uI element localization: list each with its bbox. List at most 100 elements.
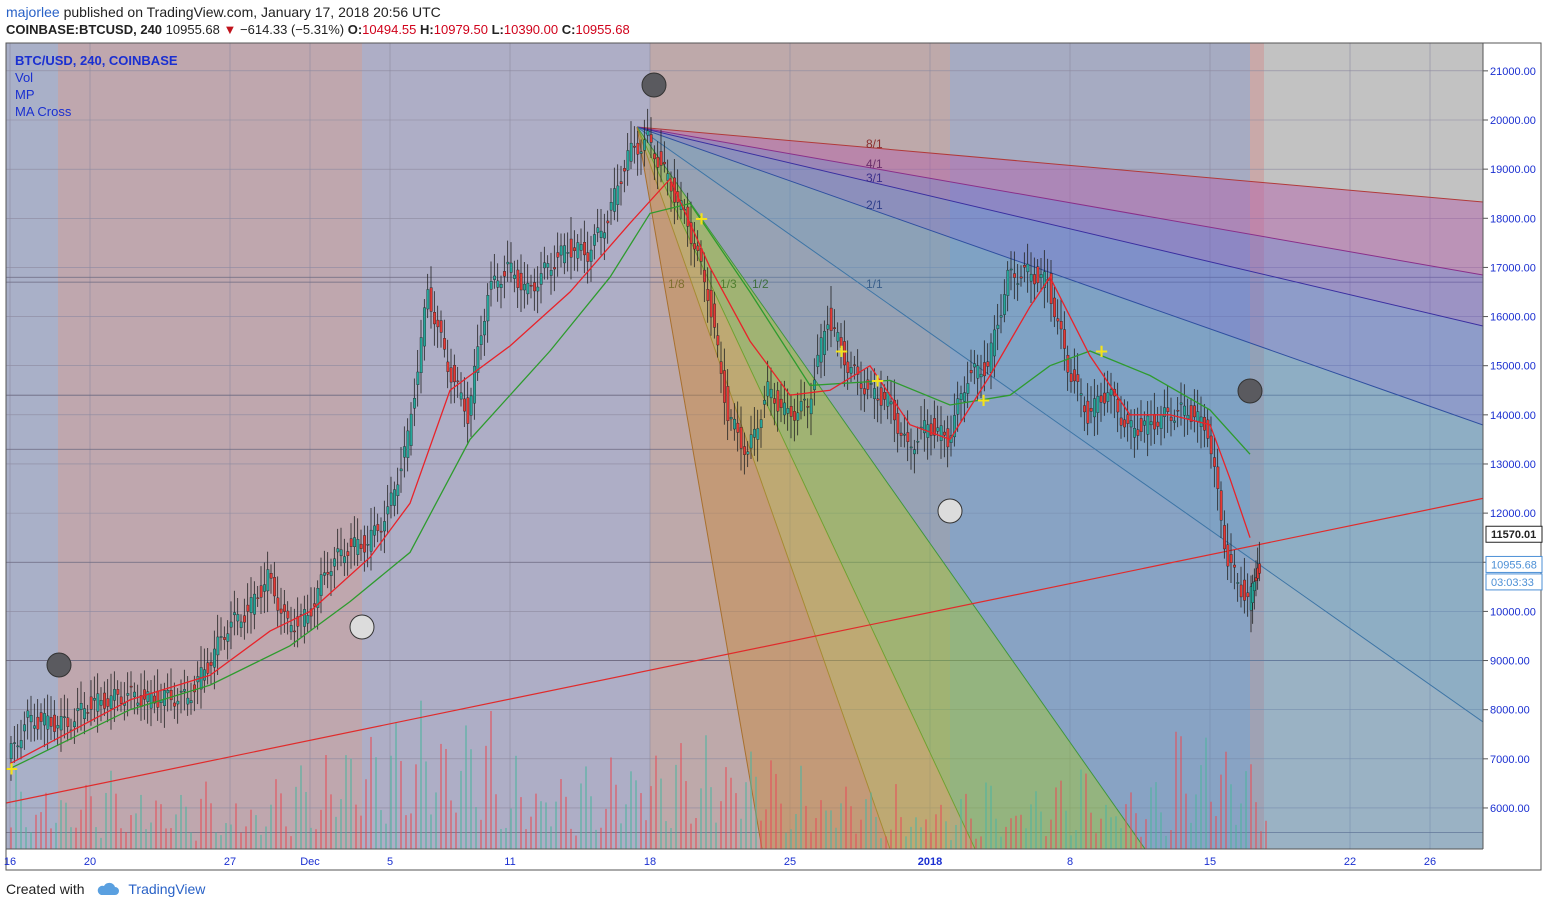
- volume-bar: [645, 820, 647, 849]
- volume-bar: [1170, 830, 1172, 849]
- candle-body: [779, 398, 783, 408]
- legend-ma-cross[interactable]: MA Cross: [15, 104, 72, 119]
- pivot-circle-marker: [349, 614, 375, 640]
- volume-bar: [830, 810, 832, 849]
- volume-bar: [630, 771, 632, 849]
- volume-bar: [295, 786, 297, 849]
- candle-body: [883, 392, 886, 400]
- candle-body: [716, 335, 720, 346]
- legend-volume[interactable]: Vol: [15, 70, 34, 85]
- candle-body: [403, 446, 406, 458]
- volume-bar: [770, 760, 772, 849]
- candle-body: [56, 725, 60, 729]
- candle-body: [393, 489, 396, 506]
- candle-body: [26, 710, 30, 718]
- volume-bar: [635, 780, 637, 849]
- candle-body: [499, 284, 503, 288]
- legend-mp[interactable]: MP: [15, 87, 35, 102]
- tradingview-link[interactable]: TradingView: [128, 881, 206, 897]
- volume-bar: [610, 757, 612, 849]
- volume-bar: [310, 827, 312, 849]
- session-band: [58, 43, 362, 849]
- time-tick-label: 25: [784, 856, 796, 868]
- candle-body: [496, 280, 500, 288]
- volume-bar: [55, 822, 57, 849]
- volume-bar: [1060, 780, 1062, 849]
- volume-bar: [655, 755, 657, 849]
- volume-bar: [480, 819, 482, 849]
- candle-body: [73, 721, 76, 728]
- price-tick-label: 9000.00: [1490, 656, 1530, 668]
- candle-body: [959, 393, 963, 400]
- candle-body: [259, 585, 263, 598]
- candle-body: [929, 423, 933, 436]
- candle-body: [459, 392, 463, 400]
- volume-bar: [740, 818, 742, 849]
- volume-bar: [535, 793, 537, 849]
- volume-bar: [1245, 771, 1247, 849]
- session-band: [1264, 43, 1483, 849]
- volume-bar: [200, 798, 202, 849]
- volume-bar: [75, 827, 77, 849]
- volume-bar: [20, 791, 22, 849]
- volume-bar: [1120, 828, 1122, 849]
- volume-bar: [650, 786, 652, 849]
- candle-body: [16, 745, 20, 748]
- candle-body: [439, 320, 443, 333]
- candle-body: [776, 390, 780, 412]
- volume-bar: [475, 807, 477, 849]
- volume-bar: [470, 749, 472, 849]
- candle-body: [1169, 416, 1173, 421]
- high-label: H:: [420, 22, 434, 37]
- author-link[interactable]: majorlee: [6, 4, 60, 20]
- candle-body: [183, 689, 186, 692]
- volume-bar: [765, 809, 767, 849]
- indicator-legend: BTC/USD, 240, COINBASE Vol MP MA Cross: [15, 52, 178, 120]
- volume-bar: [1070, 835, 1072, 849]
- candle-body: [233, 612, 236, 616]
- close-value: 10955.68: [575, 22, 630, 37]
- candle-body: [786, 408, 790, 414]
- candle-body: [336, 548, 340, 553]
- candle-body: [689, 222, 693, 244]
- volume-bar: [90, 796, 92, 849]
- candle-body: [1043, 271, 1046, 288]
- volume-bar: [825, 810, 827, 849]
- candle-body: [799, 401, 803, 412]
- candle-body: [889, 401, 893, 405]
- candle-body: [903, 433, 906, 436]
- candle-body: [1173, 420, 1176, 423]
- candle-body: [923, 420, 926, 434]
- fan-label: 1/1: [866, 277, 883, 291]
- volume-bar: [290, 836, 292, 849]
- volume-bar: [1265, 820, 1267, 849]
- candle-body: [93, 698, 96, 701]
- candle-body: [863, 388, 866, 395]
- volume-bar: [540, 801, 542, 849]
- candle-body: [1246, 592, 1250, 598]
- candle-body: [1096, 396, 1100, 413]
- candle-body: [113, 689, 116, 701]
- candle-body: [1063, 329, 1066, 349]
- volume-bar: [660, 778, 662, 849]
- candle-body: [1149, 421, 1153, 426]
- volume-bar: [455, 812, 457, 849]
- candle-body: [1156, 421, 1160, 427]
- volume-bar: [760, 820, 762, 849]
- candle-body: [553, 267, 556, 270]
- legend-symbol[interactable]: BTC/USD, 240, COINBASE: [15, 53, 178, 68]
- price-tick-label: 8000.00: [1490, 705, 1530, 717]
- candle-body: [219, 636, 223, 638]
- price-tick-label: 17000.00: [1490, 262, 1536, 274]
- candle-body: [443, 338, 446, 350]
- candle-body: [313, 603, 316, 607]
- candle-body: [546, 263, 550, 268]
- candle-body: [566, 252, 570, 254]
- candle-body: [66, 717, 70, 727]
- volume-bar: [160, 804, 162, 849]
- pivot-circle-marker: [46, 652, 72, 678]
- candle-body: [33, 725, 36, 729]
- candle-body: [433, 312, 436, 325]
- candle-body: [363, 535, 366, 553]
